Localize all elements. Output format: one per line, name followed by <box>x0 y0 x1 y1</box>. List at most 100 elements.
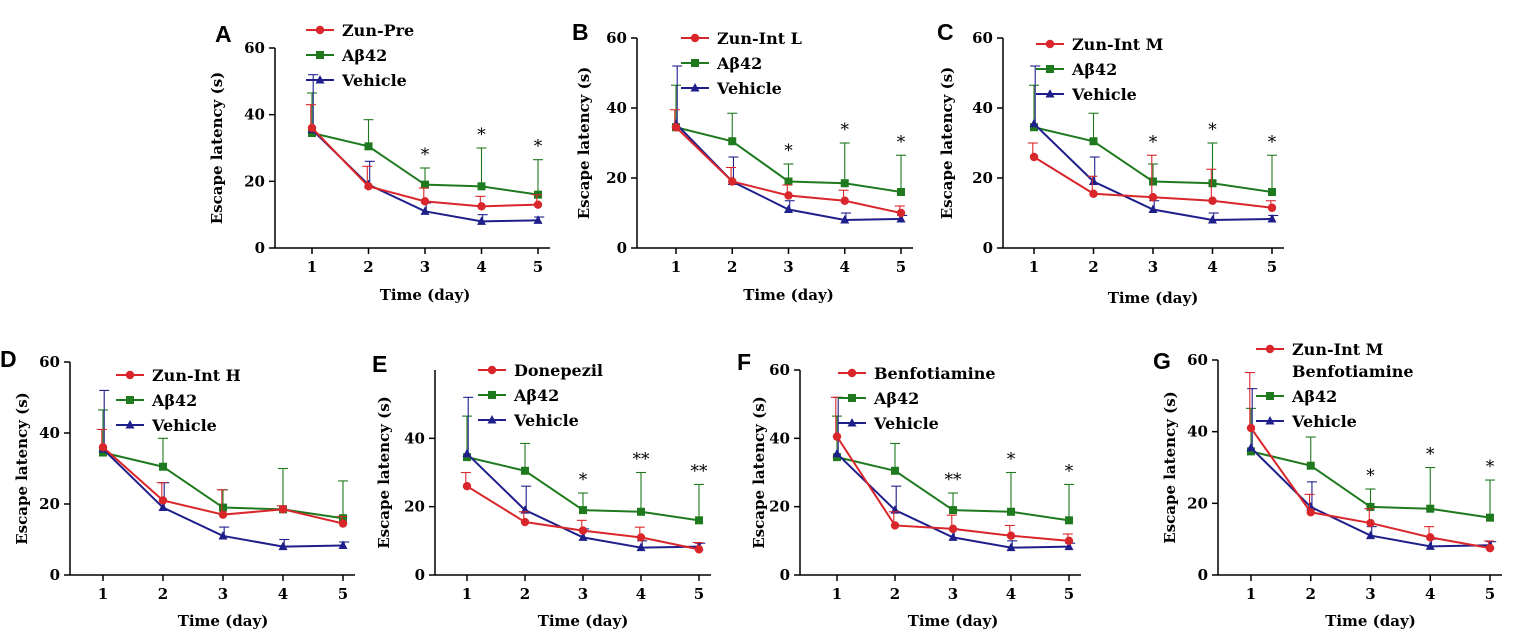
panel-letter: E <box>372 351 387 377</box>
legend-label: Benfotiamine <box>1292 362 1414 381</box>
data-point <box>1486 513 1494 522</box>
significance-label: * <box>534 137 543 157</box>
x-tick-label: 5 <box>896 258 906 276</box>
chart-panel-g: G 0 20 40 60 1 2 3 4 5 Time (day) Escape latency (s… <box>1153 340 1502 630</box>
panel-letter: B <box>572 19 589 45</box>
data-point <box>1006 531 1016 540</box>
data-point <box>364 182 373 191</box>
data-point <box>784 177 793 186</box>
significance-label: * <box>579 470 588 490</box>
x-tick-label: 2 <box>1306 585 1316 603</box>
y-tick-label: 60 <box>1187 351 1208 369</box>
significance-label: * <box>1149 132 1158 152</box>
panel-letter: D <box>0 346 17 372</box>
panel-letter: G <box>1153 348 1171 374</box>
data-point <box>840 196 849 205</box>
data-point <box>784 191 793 200</box>
x-tick-label: 1 <box>462 585 472 603</box>
data-point <box>949 506 957 515</box>
data-point <box>218 510 228 519</box>
data-point <box>1366 518 1375 528</box>
data-point <box>1366 530 1375 540</box>
x-tick-label: 4 <box>1006 585 1016 603</box>
data-point <box>1246 423 1256 433</box>
y-axis-title: Escape latency (s) <box>750 396 768 549</box>
data-point <box>477 202 486 211</box>
legend-marker <box>1045 89 1055 98</box>
x-tick-label: 4 <box>278 585 288 603</box>
y-axis-title: Escape latency (s) <box>13 392 31 545</box>
data-point <box>338 540 348 550</box>
data-point <box>307 123 317 133</box>
x-tick-label: 3 <box>1365 585 1375 603</box>
data-point <box>1306 461 1315 470</box>
data-point <box>533 200 543 209</box>
x-axis-title: Time (day) <box>538 612 629 630</box>
y-tick-label: 0 <box>415 566 425 584</box>
series-red <box>96 428 348 528</box>
y-axis-title: Escape latency (s) <box>208 72 226 225</box>
x-axis-title: Time (day) <box>178 612 269 630</box>
data-point <box>896 213 906 223</box>
series-red <box>460 471 704 554</box>
legend-marker <box>316 51 324 59</box>
x-axis-title: Time (day) <box>743 286 834 304</box>
data-point <box>694 545 704 554</box>
data-point <box>1065 516 1073 525</box>
data-point <box>897 188 905 196</box>
legend-label: Aβ42 <box>1291 387 1337 406</box>
y-tick-label: 20 <box>39 495 60 513</box>
x-tick-label: 5 <box>1064 585 1074 603</box>
y-tick-label: 20 <box>1187 494 1208 512</box>
significance-label: * <box>1065 461 1074 481</box>
data-point <box>728 177 737 186</box>
x-tick-label: 3 <box>783 258 793 276</box>
significance-label: ** <box>945 470 963 490</box>
y-tick-label: 20 <box>606 169 627 187</box>
significance-label: * <box>841 120 850 140</box>
legend-label: Aβ42 <box>341 46 387 65</box>
legend-marker <box>847 368 857 378</box>
data-point <box>477 182 486 191</box>
data-point <box>578 526 588 535</box>
legend-label: Zun-Int H <box>152 366 241 385</box>
y-tick-label: 0 <box>983 239 993 257</box>
x-tick-label: 5 <box>1485 585 1495 603</box>
x-axis-title: Time (day) <box>908 612 999 630</box>
x-tick-label: 2 <box>727 258 737 276</box>
y-tick-label: 60 <box>606 29 627 47</box>
y-tick-label: 20 <box>972 169 993 187</box>
data-point <box>891 466 899 475</box>
x-tick-label: 5 <box>694 585 704 603</box>
x-tick-label: 3 <box>948 585 958 603</box>
data-point <box>1268 188 1276 196</box>
x-tick-label: 3 <box>420 258 430 276</box>
legend-label: Aβ42 <box>716 54 762 73</box>
data-point <box>158 502 168 512</box>
data-point <box>1306 508 1315 517</box>
significance-label: * <box>1486 457 1495 477</box>
data-point <box>840 179 849 188</box>
significance-label: ** <box>691 461 709 481</box>
legend: Zun-Int M Benfotiamine Aβ42 Vehicle <box>1256 340 1414 431</box>
legend: Zun-Int L Aβ42 Vehicle <box>681 29 802 98</box>
legend-marker <box>487 365 497 375</box>
chart-panel-e: E 0 20 40 1 2 3 4 5 Time (day) Escape latency (s) *… <box>372 351 711 630</box>
x-axis-title: Time (day) <box>1108 289 1199 307</box>
data-point <box>1208 215 1217 224</box>
data-point <box>1029 152 1039 162</box>
data-point <box>533 215 543 224</box>
legend-marker <box>847 418 857 427</box>
data-point <box>1246 442 1256 452</box>
x-tick-label: 2 <box>890 585 900 603</box>
y-tick-label: 60 <box>39 353 60 371</box>
data-point <box>636 542 646 552</box>
legend-label: Vehicle <box>151 416 217 435</box>
y-tick-label: 40 <box>769 429 790 447</box>
series-blue <box>1029 65 1279 224</box>
data-point <box>1148 204 1158 213</box>
y-axis-title: Escape latency (s) <box>375 396 393 549</box>
data-point <box>1089 176 1098 185</box>
chart-panel-d: D 0 20 40 60 1 2 3 4 5 Time (day) Escape latency (s… <box>0 346 355 630</box>
series-line <box>311 127 539 208</box>
